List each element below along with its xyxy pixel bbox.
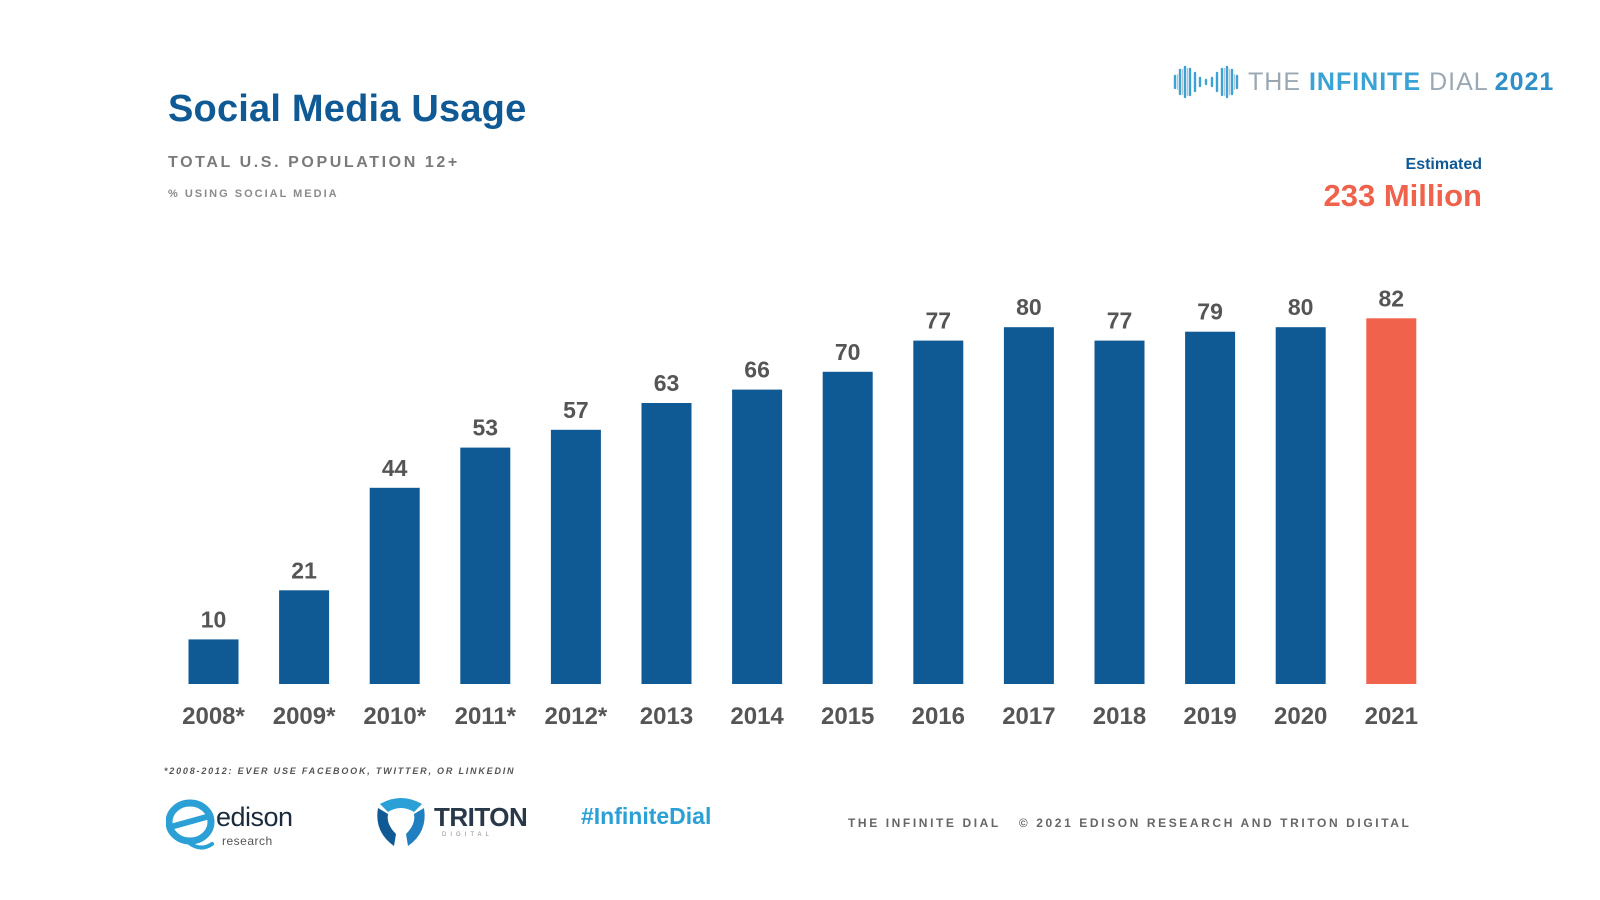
x-tick-label: 2020: [1274, 703, 1327, 730]
infinite-dial-logo-icon: [1173, 65, 1239, 99]
bar-value-label: 10: [201, 606, 227, 632]
bar-2019: [1185, 331, 1236, 684]
bar-2020: [1275, 327, 1326, 684]
estimate-callout: Estimated 233 Million: [1324, 156, 1482, 214]
bar-value-label: 80: [1288, 294, 1314, 320]
page-title: Social Media Usage: [168, 88, 527, 130]
copyright-left: THE INFINITE DIAL: [848, 816, 1001, 830]
bar-value-label: 70: [835, 339, 861, 365]
x-tick-label: 2012*: [545, 703, 608, 730]
x-tick-label: 2019: [1183, 703, 1236, 730]
bar-value-label: 77: [1107, 308, 1133, 334]
infinite-dial-brand: THE INFINITE DIAL 2021: [1172, 62, 1554, 102]
hashtag-link[interactable]: #InfiniteDial: [581, 803, 712, 829]
copyright-line: THE INFINITE DIAL © 2021 EDISON RESEARCH …: [848, 816, 1411, 830]
edison-wordmark: edison: [216, 802, 293, 832]
edison-subtext: research: [222, 834, 273, 848]
x-tick-label: 2018: [1093, 703, 1146, 730]
bar-2017: [1003, 327, 1054, 684]
x-tick-label: 2013: [640, 703, 693, 730]
x-tick-label: 2021: [1365, 703, 1418, 730]
bar-2018: [1094, 340, 1145, 684]
triton-swirl-icon: [377, 798, 425, 846]
bar-2013: [641, 403, 692, 684]
bar-2016: [913, 340, 964, 684]
x-tick-label: 2015: [821, 703, 874, 730]
x-tick-label: 2010*: [363, 703, 426, 730]
triton-wordmark: TRITON: [434, 802, 528, 832]
metric-label: % USING SOCIAL MEDIA: [168, 188, 339, 200]
triton-digital-logo: TRITON DIGITAL: [372, 790, 528, 852]
bar-value-label: 21: [291, 557, 317, 583]
estimate-label: Estimated: [1405, 156, 1482, 173]
bar-value-label: 80: [1016, 294, 1042, 320]
footnote: *2008-2012: EVER USE FACEBOOK, TWITTER, …: [164, 766, 516, 776]
brand-infinite: INFINITE: [1308, 67, 1422, 96]
edison-research-logo: edison research: [166, 792, 316, 854]
x-tick-label: 2008*: [182, 703, 245, 730]
x-tick-label: 2016: [912, 703, 965, 730]
bar-value-label: 63: [654, 370, 680, 396]
bar-2014: [732, 389, 783, 684]
brand-wordmark: THE INFINITE DIAL 2021: [1248, 68, 1554, 97]
x-tick-label: 2014: [730, 703, 784, 730]
brand-dial: DIAL: [1429, 67, 1489, 96]
brand-the: THE: [1248, 67, 1301, 96]
bar-2009: [279, 590, 330, 684]
bar-value-label: 44: [382, 455, 408, 481]
bar-value-label: 82: [1379, 285, 1405, 311]
triton-subtext: DIGITAL: [442, 832, 493, 838]
brand-year: 2021: [1494, 67, 1555, 96]
bar-2012: [550, 429, 601, 684]
bar-2015: [822, 371, 873, 684]
x-tick-label: 2017: [1002, 703, 1055, 730]
bar-2011: [460, 447, 511, 684]
copyright-right: © 2021 EDISON RESEARCH AND TRITON DIGITA…: [1018, 816, 1412, 830]
bar-value-label: 57: [563, 397, 589, 423]
x-tick-label: 2009*: [273, 703, 336, 730]
estimate-value: 233 Million: [1323, 178, 1482, 213]
bar-value-label: 53: [473, 415, 499, 441]
bar-2010: [369, 487, 420, 684]
bar-value-label: 77: [926, 308, 952, 334]
bar-value-label: 79: [1197, 299, 1223, 325]
bar-value-label: 66: [744, 357, 770, 383]
bar-2008: [188, 639, 239, 684]
bar-2021: [1366, 318, 1417, 684]
social-media-usage-bar-chart: 10 2008* 21 2009* 44 2010* 53 2011* 57 2012* 63 201…: [182, 285, 1418, 730]
population-subtitle: TOTAL U.S. POPULATION 12+: [168, 154, 460, 171]
edison-swoosh-icon: [166, 799, 215, 850]
x-tick-label: 2011*: [455, 703, 517, 730]
